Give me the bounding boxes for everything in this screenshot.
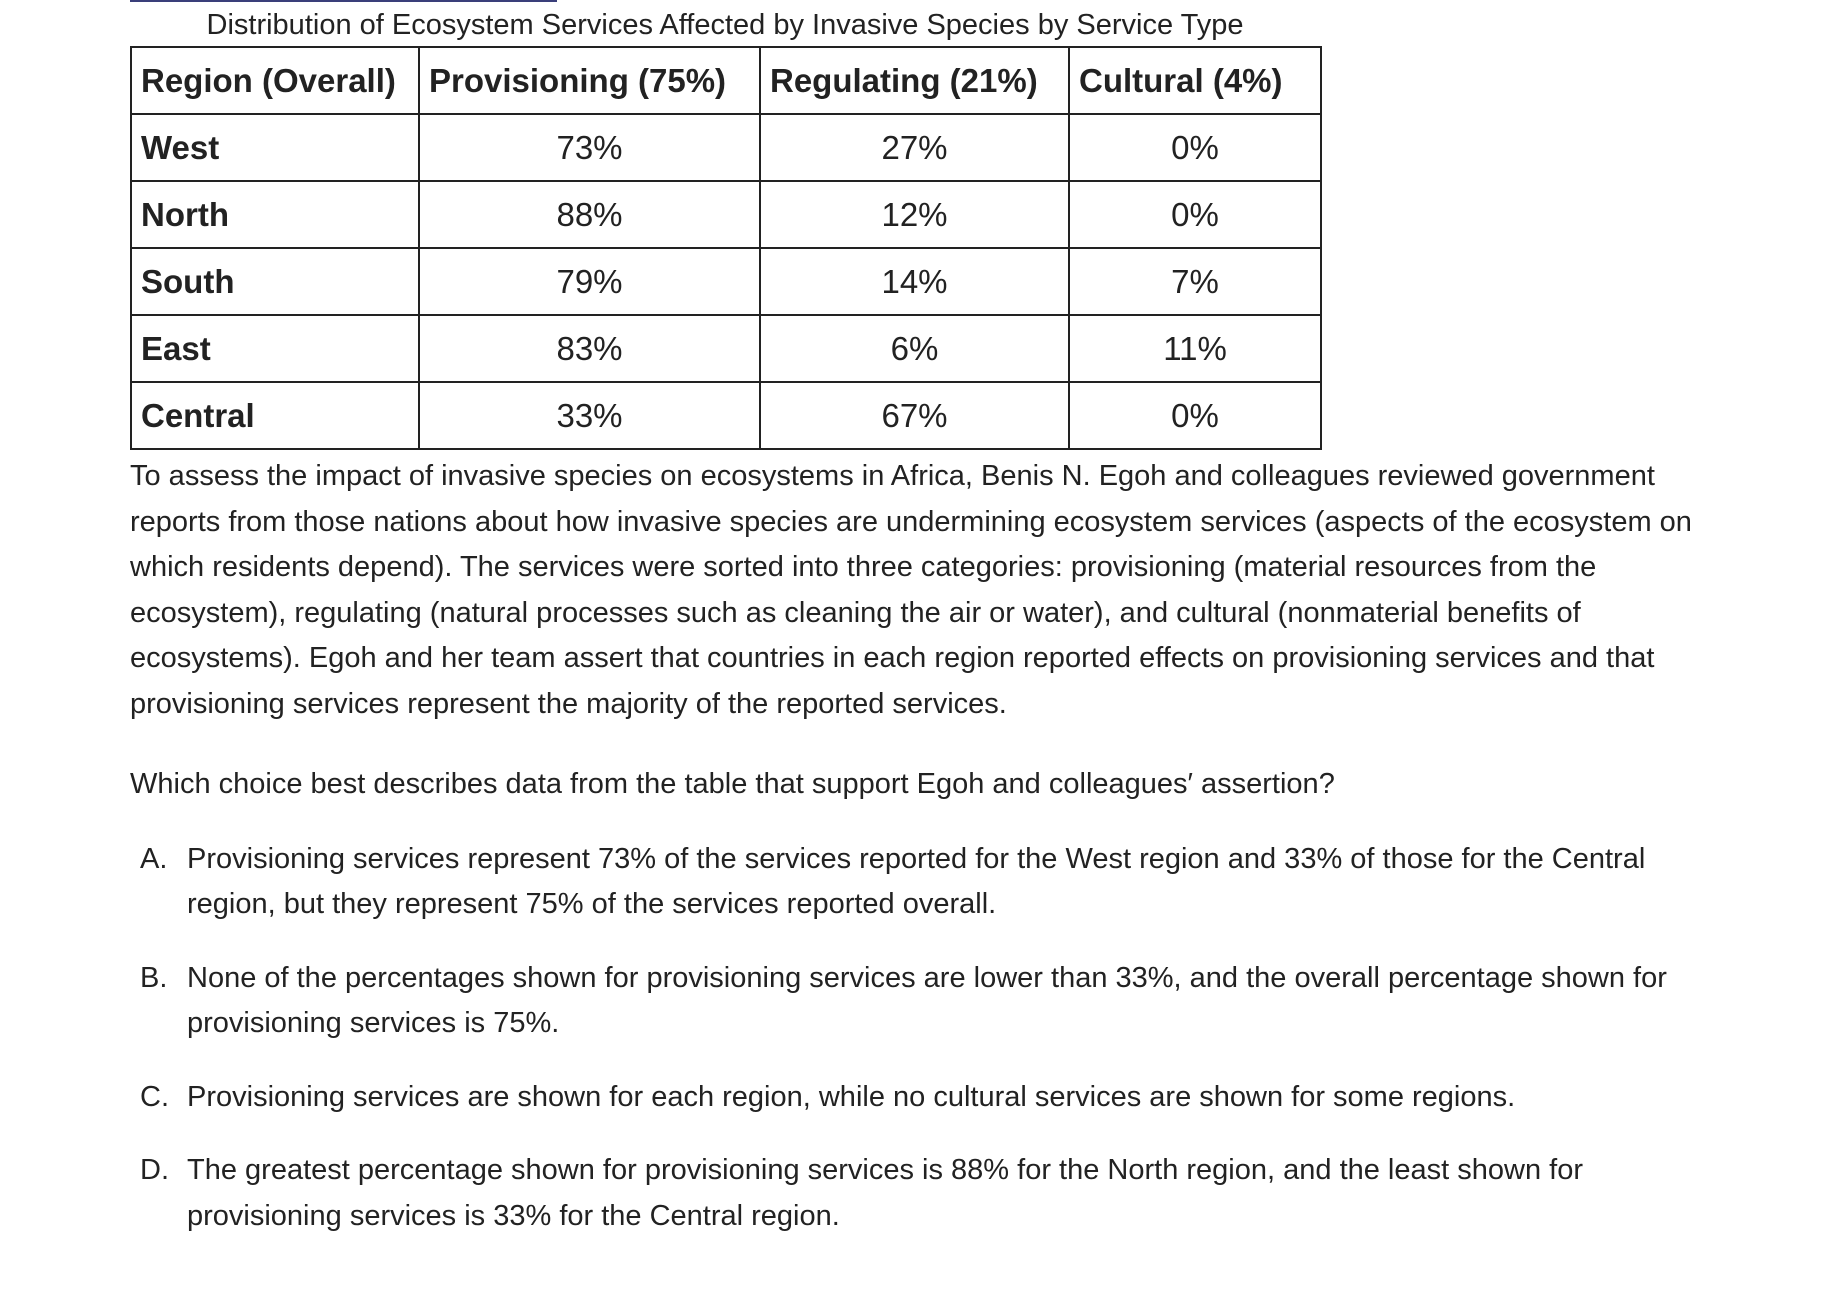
table-row: North 88% 12% 0% [130,180,1322,249]
top-divider [130,0,557,2]
cultural-cell: 0% [1068,180,1322,249]
table-header-row: Region (Overall) Provisioning (75%) Regu… [130,46,1322,115]
provisioning-cell: 88% [418,180,761,249]
ecosystem-services-table: Region (Overall) Provisioning (75%) Regu… [130,46,1322,450]
choice-letter: B. [140,961,168,994]
header-region: Region (Overall) [130,46,420,115]
choice-text: Provisioning services are shown for each… [187,1080,1516,1113]
region-cell: South [130,247,420,316]
answer-choices: A. Provisioning services represent 73% o… [130,837,1730,1240]
choice-letter: A. [140,842,168,875]
table-row: South 79% 14% 7% [130,247,1322,316]
region-cell: West [130,113,420,182]
choice-letter: C. [140,1080,169,1113]
choice-text: None of the percentages shown for provis… [187,961,1667,1040]
header-regulating: Regulating (21%) [759,46,1070,115]
regulating-cell: 27% [759,113,1070,182]
header-cultural: Cultural (4%) [1068,46,1322,115]
table-row: West 73% 27% 0% [130,113,1322,182]
passage-text: To assess the impact of invasive species… [130,460,1692,720]
provisioning-cell: 33% [418,381,761,450]
header-provisioning: Provisioning (75%) [418,46,761,115]
table-row: Central 33% 67% 0% [130,381,1322,450]
question-stem: Which choice best describes data from th… [130,768,1335,800]
provisioning-cell: 73% [418,113,761,182]
regulating-cell: 12% [759,180,1070,249]
provisioning-cell: 83% [418,314,761,383]
provisioning-cell: 79% [418,247,761,316]
cultural-cell: 0% [1068,113,1322,182]
cultural-cell: 0% [1068,381,1322,450]
table-row: East 83% 6% 11% [130,314,1322,383]
choice-d[interactable]: D. The greatest percentage shown for pro… [140,1148,1730,1239]
choice-c[interactable]: C. Provisioning services are shown for e… [140,1075,1730,1121]
table-caption: Distribution of Ecosystem Services Affec… [206,9,1244,41]
cultural-cell: 11% [1068,314,1322,383]
choice-a[interactable]: A. Provisioning services represent 73% o… [140,837,1730,928]
cultural-cell: 7% [1068,247,1322,316]
regulating-cell: 67% [759,381,1070,450]
region-cell: Central [130,381,420,450]
region-cell: North [130,180,420,249]
choice-b[interactable]: B. None of the percentages shown for pro… [140,956,1730,1047]
choice-text: The greatest percentage shown for provis… [187,1154,1583,1232]
regulating-cell: 14% [759,247,1070,316]
region-cell: East [130,314,420,383]
choice-text: Provisioning services represent 73% of t… [187,842,1646,921]
question-page: Distribution of Ecosystem Services Affec… [130,6,1730,1267]
choice-letter: D. [140,1154,169,1186]
regulating-cell: 6% [759,314,1070,383]
